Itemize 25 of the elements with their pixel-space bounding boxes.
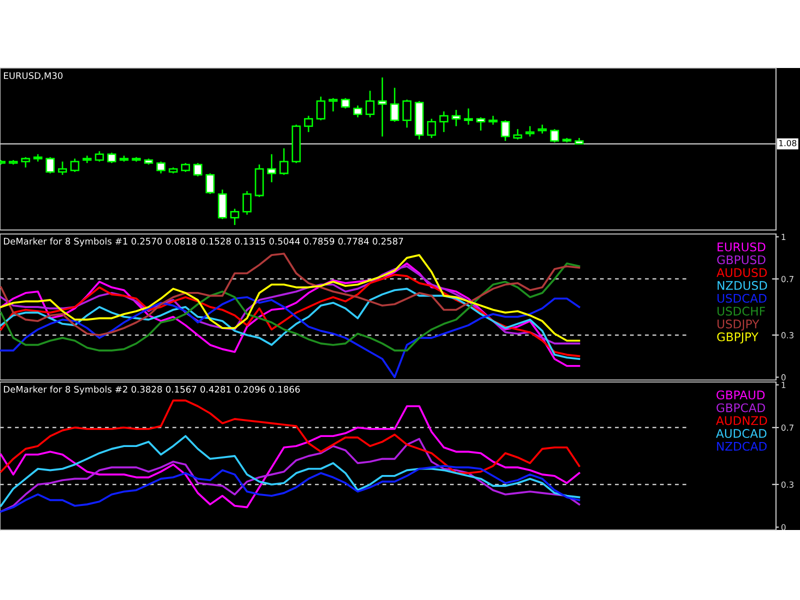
text: GBPJPY [717,332,758,344]
y-tick-label: 0.3 [781,332,794,338]
text: NZDCAD [717,442,767,451]
text: GBPCAD [716,403,765,412]
text: NZDUSD [718,281,768,290]
chart-title: DeMarker for 8 Symbols #2 0.3828 0.1567 0.4281 0.2096 0.1866 [4,386,300,394]
text: AUDUSD [716,268,767,278]
y-tick-label: 1 [782,234,786,240]
text: AUDNZD [716,416,768,426]
text: USDJPY [718,320,760,331]
chart-title: DeMarker for 8 Symbols #1 0.2570 0.0818 0.1528 0.1315 0.5044 0.7859 0.7784 0.2587 [4,238,403,246]
text: GBPAUD [716,390,765,400]
text: USDCAD [718,294,766,303]
text: 1.08 [779,140,796,146]
text: EURUSD [718,242,766,252]
text: USDCHF [718,306,765,316]
y-tick-label: 0 [781,374,786,380]
text: GBPUSD [717,255,766,264]
chart-title: EURUSD,M30 [4,72,63,80]
y-tick-label: 0.3 [781,481,794,488]
y-tick-label: 0.7 [781,276,794,282]
text: AUDCAD [716,429,766,438]
y-tick-label: 0.7 [781,424,794,431]
y-tick-label: 1 [782,382,786,388]
y-tick-label: 0 [781,524,786,530]
